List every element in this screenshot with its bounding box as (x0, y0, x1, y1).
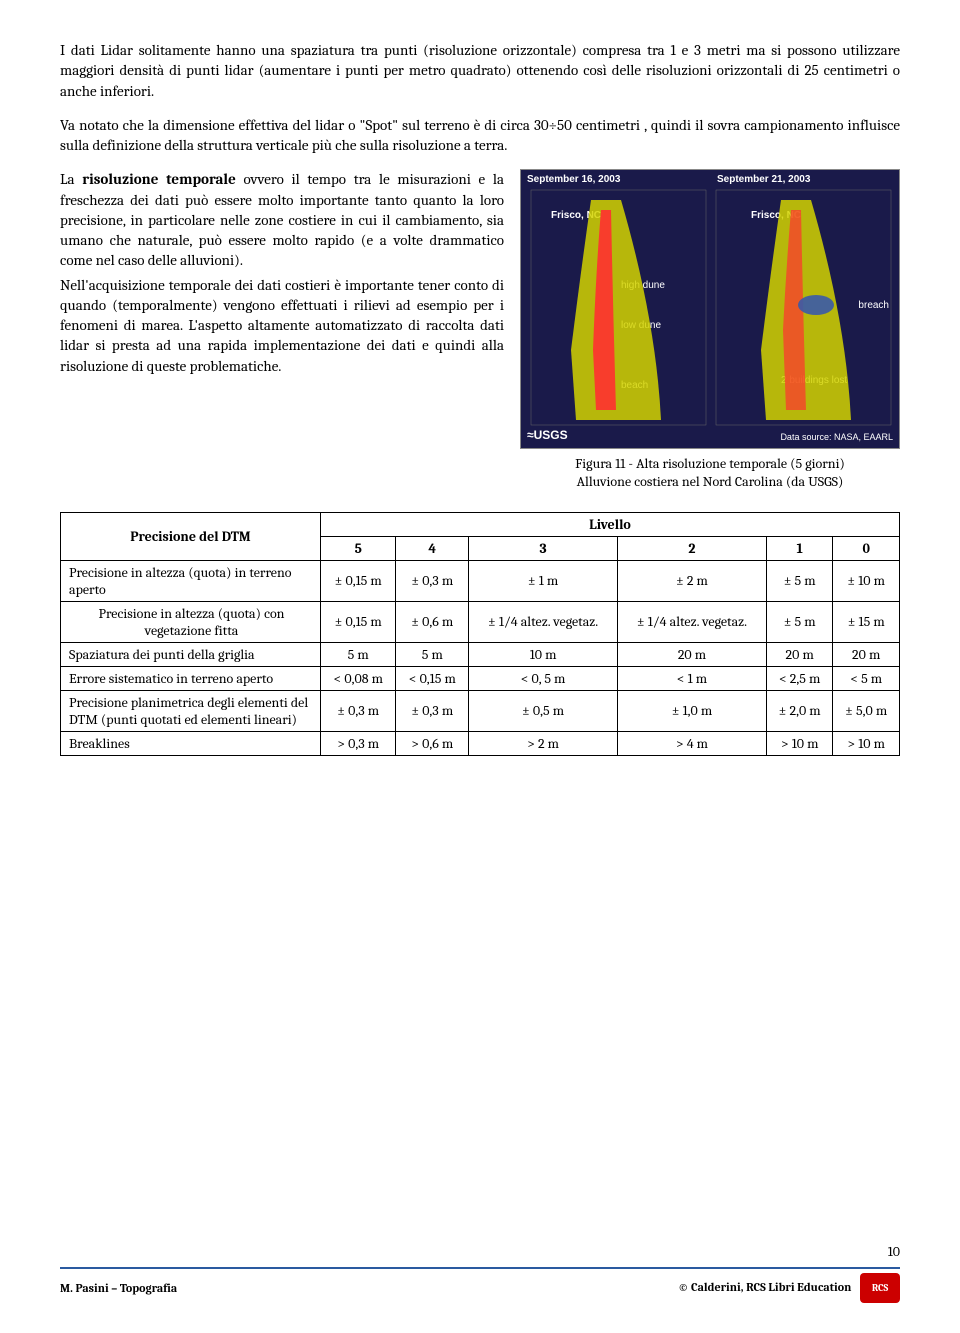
footer-publisher: © Calderini, RCS Libri Education RCS (678, 1273, 900, 1303)
cell: > 10 m (833, 731, 900, 755)
cell: < 5 m (833, 666, 900, 690)
cell: > 0,3 m (321, 731, 396, 755)
row-label: Precisione in altezza (quota) in terreno… (61, 560, 321, 601)
cell: ± 0,3 m (321, 690, 396, 731)
figure-column: September 16, 2003 September 21, 2003 Fr… (520, 169, 900, 491)
cell: ± 5,0 m (833, 690, 900, 731)
cell: 20 m (833, 642, 900, 666)
cell: ± 2 m (618, 560, 767, 601)
cell: < 0,08 m (321, 666, 396, 690)
cell: > 4 m (618, 731, 767, 755)
left-text-column: La risoluzione temporale ovvero il tempo… (60, 169, 504, 491)
cell: ± 5 m (766, 601, 833, 642)
paragraph-3: La risoluzione temporale ovvero il tempo… (60, 169, 504, 270)
cell: ± 1,0 m (618, 690, 767, 731)
page-footer: 10 M. Pasini – Topografia © Calderini, R… (60, 1267, 900, 1303)
fig-date2: September 21, 2003 (717, 174, 810, 185)
table-row: Precisione in altezza (quota) in terreno… (61, 560, 900, 601)
cell: < 1 m (618, 666, 767, 690)
level-5: 5 (321, 536, 396, 560)
row-label: Breaklines (61, 731, 321, 755)
footer-author: M. Pasini – Topografia (60, 1281, 177, 1295)
cell: ± 0,3 m (396, 560, 469, 601)
fig-lowdune: low dune (621, 320, 661, 331)
cell: ± 1/4 altez. vegetaz. (618, 601, 767, 642)
cell: ± 5 m (766, 560, 833, 601)
row-label: Precisione planimetrica degli elementi d… (61, 690, 321, 731)
cell: < 2,5 m (766, 666, 833, 690)
para3-pre: La (60, 170, 82, 188)
cell: ± 0,3 m (396, 690, 469, 731)
cell: > 0,6 m (396, 731, 469, 755)
table-row: Precisione planimetrica degli elementi d… (61, 690, 900, 731)
table-row: Precisione in altezza (quota) con vegeta… (61, 601, 900, 642)
cell: 5 m (321, 642, 396, 666)
level-4: 4 (396, 536, 469, 560)
cell: ± 10 m (833, 560, 900, 601)
footer-divider (60, 1267, 900, 1269)
cell: 20 m (618, 642, 767, 666)
table-header-row-1: Precisione del DTM Livello (61, 512, 900, 536)
level-2: 2 (618, 536, 767, 560)
paragraph-4: Nell'acquisizione temporale dei dati cos… (60, 275, 504, 376)
cell: > 2 m (469, 731, 618, 755)
row-label: Errore sistematico in terreno aperto (61, 666, 321, 690)
cell: ± 15 m (833, 601, 900, 642)
fig-date1: September 16, 2003 (527, 174, 620, 185)
cell: ± 1 m (469, 560, 618, 601)
cell: < 0, 5 m (469, 666, 618, 690)
row-label: Spaziatura dei punti della griglia (61, 642, 321, 666)
cell: ± 2,0 m (766, 690, 833, 731)
figure-caption: Figura 11 - Alta risoluzione temporale (… (520, 455, 900, 491)
fig-datasource: Data source: NASA, EAARL (780, 432, 893, 442)
rcs-logo-icon: RCS (860, 1273, 900, 1303)
fig-buildings: 2 buildings lost (781, 375, 847, 386)
table-row: Errore sistematico in terreno aperto < 0… (61, 666, 900, 690)
cell: ± 0,15 m (321, 560, 396, 601)
table-row: Breaklines > 0,3 m > 0,6 m > 2 m > 4 m >… (61, 731, 900, 755)
fig-usgs: ≈USGS (527, 428, 568, 442)
cell: ± 0,6 m (396, 601, 469, 642)
fig-beach: beach (621, 380, 648, 391)
fig-breach: breach (858, 300, 889, 311)
cell: 10 m (469, 642, 618, 666)
cell: < 0,15 m (396, 666, 469, 690)
figure-11-image: September 16, 2003 September 21, 2003 Fr… (520, 169, 900, 449)
cell: ± 1/4 altez. vegetaz. (469, 601, 618, 642)
fig-frisco2: Frisco, NC (751, 210, 801, 221)
page-number: 10 (888, 1243, 900, 1260)
level-0: 0 (833, 536, 900, 560)
cell: ± 0,5 m (469, 690, 618, 731)
row-label: Precisione in altezza (quota) con vegeta… (61, 601, 321, 642)
cell: > 10 m (766, 731, 833, 755)
level-3: 3 (469, 536, 618, 560)
cell: 5 m (396, 642, 469, 666)
dtm-precision-table: Precisione del DTM Livello 5 4 3 2 1 0 P… (60, 512, 900, 756)
cell: 20 m (766, 642, 833, 666)
paragraph-1: I dati Lidar solitamente hanno una spazi… (60, 40, 900, 101)
footer-copyright: © Calderini, RCS Libri Education (678, 1280, 851, 1294)
two-column-section: La risoluzione temporale ovvero il tempo… (60, 169, 900, 491)
figcap-line1: Figura 11 - Alta risoluzione temporale (… (575, 455, 845, 472)
header-livello: Livello (321, 512, 900, 536)
level-1: 1 (766, 536, 833, 560)
paragraph-2: Va notato che la dimensione effettiva de… (60, 115, 900, 156)
table-row: Spaziatura dei punti della griglia 5 m 5… (61, 642, 900, 666)
fig-highdune: high dune (621, 280, 665, 291)
para3-bold: risoluzione temporale (82, 170, 236, 188)
fig-frisco1: Frisco, NC (551, 210, 601, 221)
cell: ± 0,15 m (321, 601, 396, 642)
figcap-line2: Alluvione costiera nel Nord Carolina (da… (577, 473, 844, 490)
header-precisione: Precisione del DTM (61, 512, 321, 560)
